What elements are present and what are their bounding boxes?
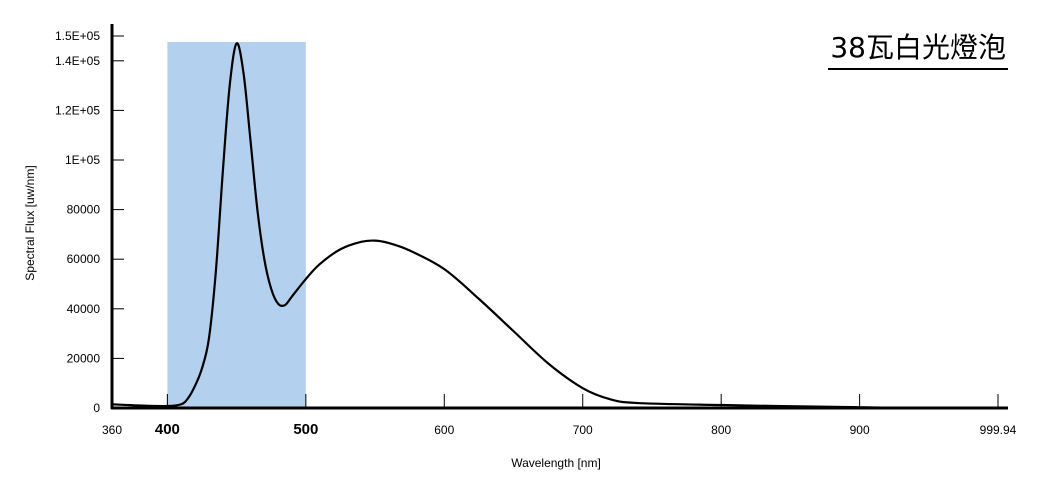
y-tick-label: 80000 bbox=[67, 203, 101, 217]
x-tick-label: 700 bbox=[573, 423, 593, 437]
x-tick-label: 600 bbox=[434, 423, 454, 437]
x-tick-label: 360 bbox=[102, 423, 122, 437]
highlight-band-400-500 bbox=[167, 42, 306, 408]
y-tick-label: 1.2E+05 bbox=[55, 103, 100, 117]
y-tick-label: 20000 bbox=[67, 351, 101, 365]
y-axis-label: Spectral Flux [uw/nm] bbox=[23, 165, 37, 280]
x-tick-label: 500 bbox=[293, 421, 318, 438]
y-tick-label: 1E+05 bbox=[65, 153, 100, 167]
y-tick-label: 1.5E+05 bbox=[55, 29, 100, 43]
y-tick-label: 60000 bbox=[67, 252, 101, 266]
x-axis-ticks: 360 400 500 600 700 800 900 999.94 bbox=[102, 394, 1017, 438]
y-tick-label: 40000 bbox=[67, 302, 101, 316]
x-tick-label: 900 bbox=[850, 423, 870, 437]
x-tick-label: 999.94 bbox=[980, 423, 1017, 437]
spectral-flux-line bbox=[111, 42, 999, 410]
chart-title: 38瓦白光燈泡 bbox=[828, 26, 1008, 70]
y-tick-label: 1.4E+05 bbox=[55, 54, 100, 68]
y-tick-label: 0 bbox=[93, 401, 100, 415]
x-axis-label: Wavelength [nm] bbox=[511, 456, 601, 470]
x-tick-label: 400 bbox=[155, 421, 180, 438]
x-tick-label: 800 bbox=[711, 423, 731, 437]
y-axis-ticks: 0 20000 40000 60000 80000 1E+05 1.2E+05 1.4E+05… bbox=[55, 29, 124, 415]
